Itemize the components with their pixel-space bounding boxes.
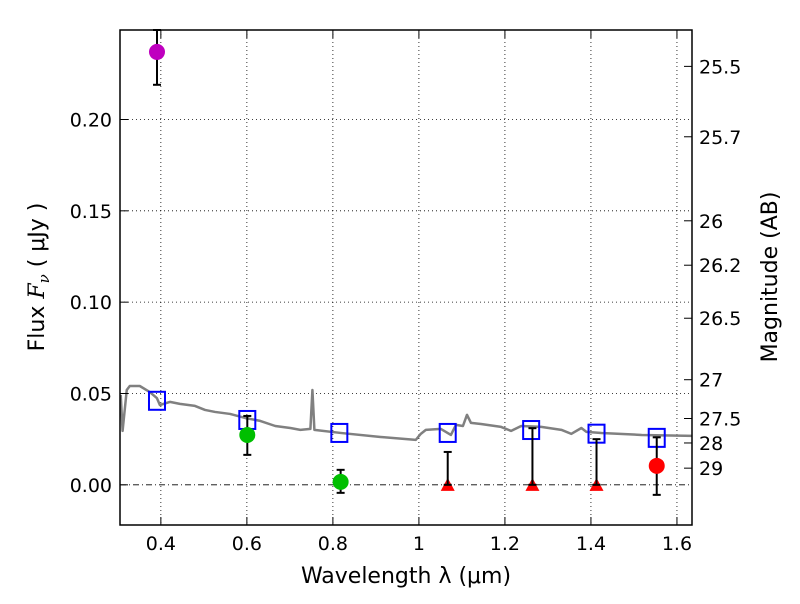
model-photometry-square [147, 390, 166, 411]
y2-tick-label: 26.5 [699, 308, 741, 330]
y-axis-label: Flux Fν ( μJy ) [25, 203, 53, 352]
y2-tick-label: 27.5 [699, 408, 741, 430]
y-tick-label: 0.15 [70, 201, 112, 223]
x-tick-label: 0.8 [318, 533, 348, 555]
y-tick-label: 0.05 [70, 383, 112, 405]
x-tick-label: 0.4 [146, 533, 176, 555]
y2-tick-label: 29 [699, 458, 723, 480]
y2-tick-label: 26 [699, 211, 723, 233]
y-tick-label: 0.10 [70, 292, 112, 314]
y-tick-label: 0.20 [70, 110, 112, 132]
data-point [332, 473, 349, 490]
model-photometry-square [330, 422, 349, 443]
model-photometry-square [438, 422, 457, 443]
x-tick-label: 1.2 [490, 533, 520, 555]
x-axis-label: Wavelength λ (μm) [301, 564, 511, 589]
x-tick-label: 0.6 [232, 533, 262, 555]
y2-tick-label: 28 [699, 433, 723, 455]
y2-tick-label: 27 [699, 370, 723, 392]
data-point [148, 43, 165, 60]
plot-marks [119, 29, 692, 496]
y-tick-label: 0.00 [70, 475, 112, 497]
x-tick-label: 1.4 [576, 533, 606, 555]
y2-axis-label: Magnitude (AB) [758, 192, 783, 363]
y2-tick-label: 25.5 [699, 56, 741, 78]
data-point [239, 426, 256, 443]
x-tick-label: 1.6 [662, 533, 692, 555]
y2-tick-label: 25.7 [699, 127, 741, 149]
data-point [648, 457, 665, 474]
grid-lines [120, 30, 692, 525]
y2-tick-label: 26.2 [699, 255, 741, 277]
x-tick-label: 1 [413, 533, 425, 555]
plot-frame [119, 29, 693, 526]
model-photometry-square [522, 420, 541, 441]
axis-ticks: 0.4 0.6 0.8 1 1.2 1.4 1.6 0.00 0.05 0.10 0.15 0.20 2… [70, 30, 741, 555]
model-spectrum-line [119, 384, 692, 442]
